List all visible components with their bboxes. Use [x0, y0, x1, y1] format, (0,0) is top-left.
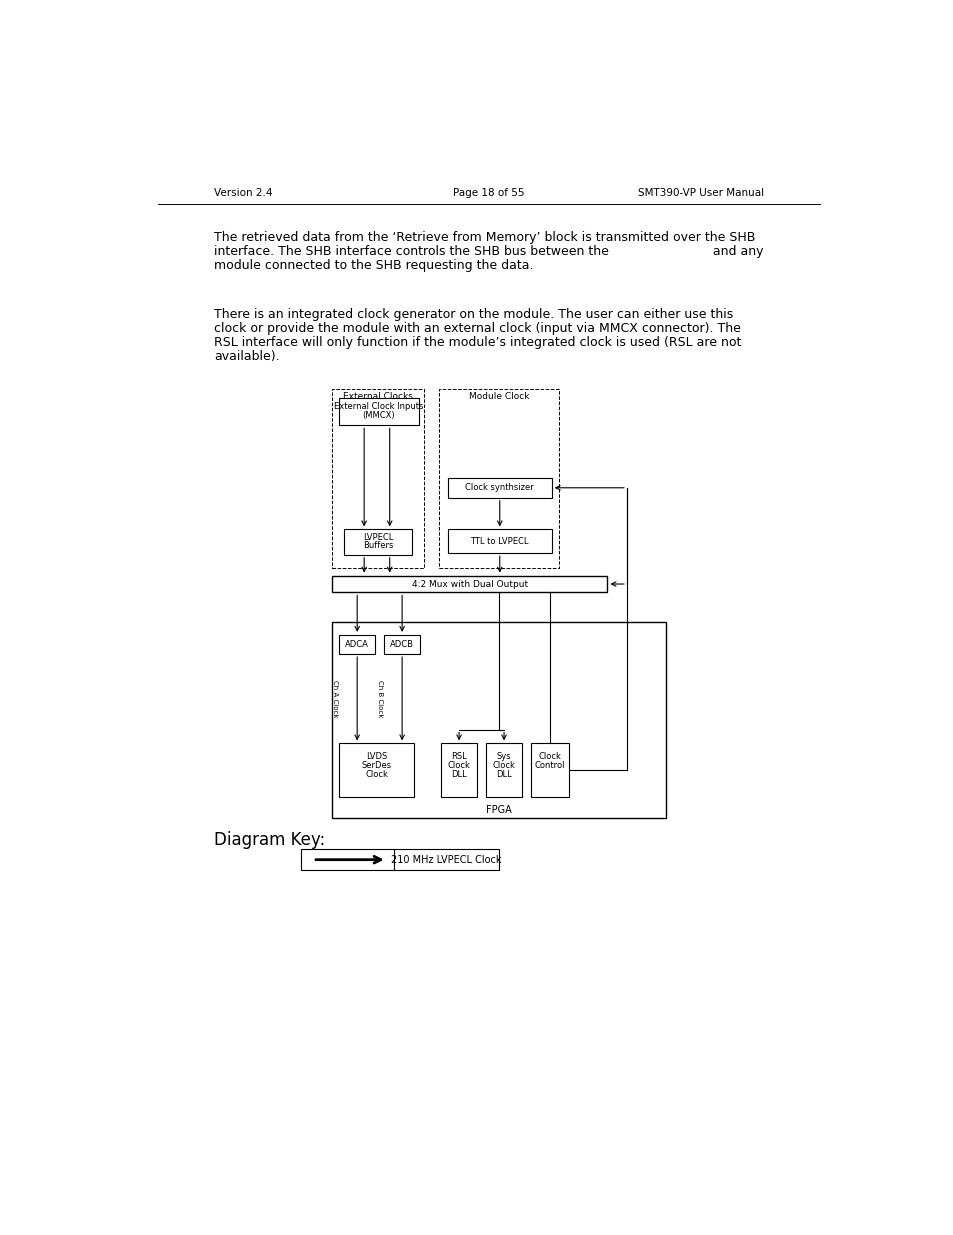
Text: External Clock Inputs: External Clock Inputs: [334, 401, 423, 411]
Bar: [447, 530, 551, 553]
Bar: [447, 478, 551, 498]
Text: TTL to LVPECL: TTL to LVPECL: [470, 537, 529, 546]
Text: DLL: DLL: [451, 771, 466, 779]
Text: Page 18 of 55: Page 18 of 55: [453, 188, 524, 198]
Text: DLL: DLL: [496, 771, 512, 779]
Text: Sys: Sys: [497, 752, 511, 761]
Text: Clock: Clock: [492, 761, 515, 771]
Bar: [301, 848, 498, 871]
Text: RSL interface will only function if the module’s integrated clock is used (RSL a: RSL interface will only function if the …: [213, 336, 740, 350]
Text: FPGA: FPGA: [486, 805, 512, 815]
Text: Clock: Clock: [447, 761, 470, 771]
Bar: [530, 743, 568, 798]
Text: available).: available).: [213, 350, 279, 363]
Text: 4:2 Mux with Dual Output: 4:2 Mux with Dual Output: [412, 579, 527, 589]
Bar: [332, 576, 607, 593]
Bar: [439, 389, 558, 568]
Text: Ch B Clock: Ch B Clock: [377, 680, 383, 718]
Text: Buffers: Buffers: [362, 541, 393, 550]
Text: 210 MHz LVPECL Clock: 210 MHz LVPECL Clock: [391, 855, 501, 864]
Text: LVPECL: LVPECL: [362, 532, 393, 542]
Text: The retrieved data from the ‘Retrieve from Memory’ block is transmitted over the: The retrieved data from the ‘Retrieve fr…: [213, 231, 755, 245]
Bar: [344, 530, 412, 555]
Text: Clock synthsizer: Clock synthsizer: [465, 483, 534, 493]
Text: LVDS: LVDS: [366, 752, 387, 761]
Text: interface. The SHB interface controls the SHB bus between the                   : interface. The SHB interface controls th…: [213, 246, 762, 258]
Text: There is an integrated clock generator on the module. The user can either use th: There is an integrated clock generator o…: [213, 309, 732, 321]
Bar: [440, 743, 476, 798]
Text: RSL: RSL: [451, 752, 466, 761]
Bar: [339, 635, 375, 655]
Text: SerDes: SerDes: [361, 761, 391, 771]
Bar: [339, 743, 414, 798]
Bar: [332, 621, 665, 818]
Text: Clock: Clock: [365, 771, 388, 779]
Text: Module Clock: Module Clock: [468, 391, 529, 400]
Bar: [384, 635, 419, 655]
Bar: [332, 389, 423, 568]
Text: (MMCX): (MMCX): [362, 411, 395, 420]
Text: SMT390-VP User Manual: SMT390-VP User Manual: [638, 188, 763, 198]
Text: clock or provide the module with an external clock (input via MMCX connector). T: clock or provide the module with an exte…: [213, 322, 740, 335]
Text: module connected to the SHB requesting the data.: module connected to the SHB requesting t…: [213, 259, 533, 272]
Text: Version 2.4: Version 2.4: [213, 188, 272, 198]
Text: Diagram Key:: Diagram Key:: [213, 831, 325, 850]
Text: Clock: Clock: [537, 752, 560, 761]
Text: External Clocks: External Clocks: [343, 391, 413, 400]
Text: ADCB: ADCB: [390, 640, 414, 648]
Text: Control: Control: [534, 761, 564, 771]
Text: Ch A Clock: Ch A Clock: [333, 680, 338, 718]
Bar: [338, 399, 418, 425]
Bar: [485, 743, 521, 798]
Text: ADCA: ADCA: [345, 640, 369, 648]
